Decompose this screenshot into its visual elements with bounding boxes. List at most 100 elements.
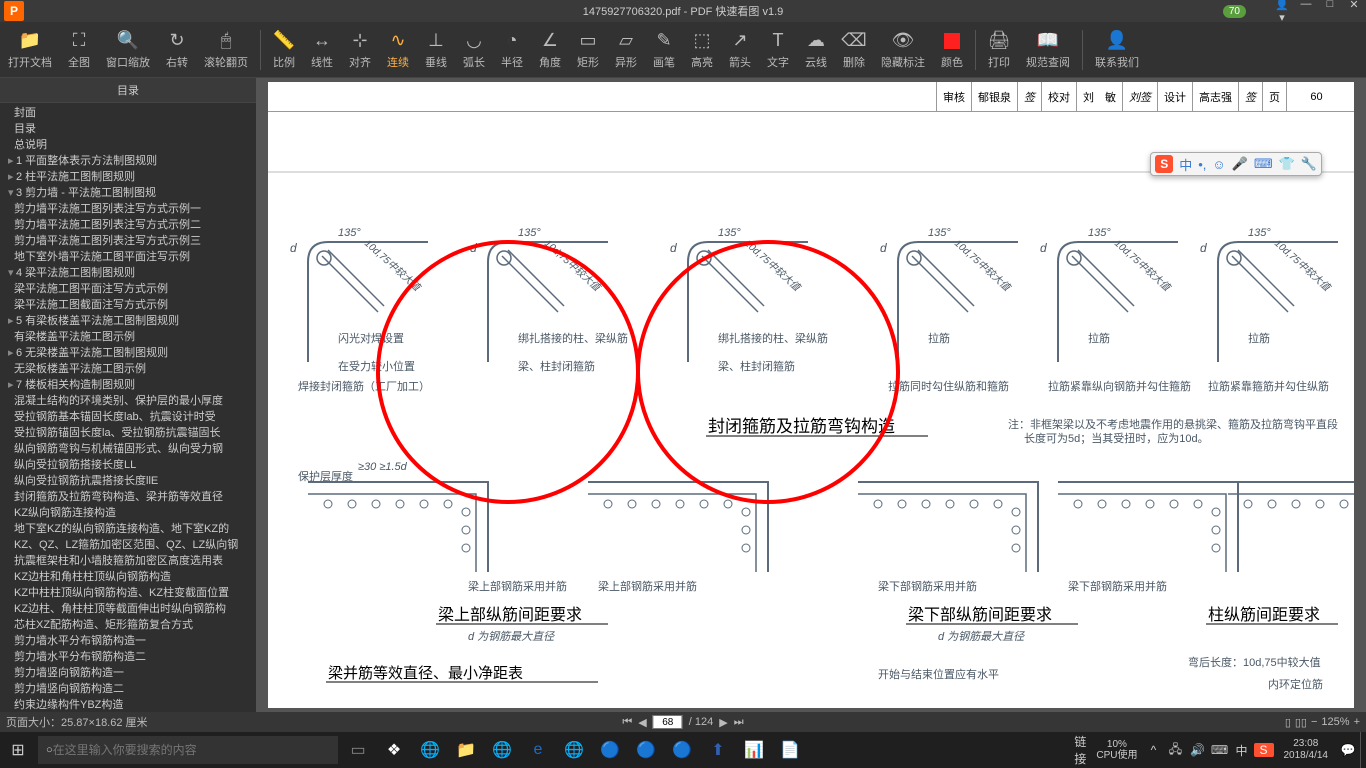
taskbar-app-10[interactable]: ⬆ [700,732,736,768]
page-prev[interactable]: ◀ [638,716,646,729]
tool-云线[interactable]: ☁云线 [797,26,835,74]
toc-item[interactable]: KZ边柱和角柱柱顶纵向钢筋构造 [0,569,256,585]
toc-item[interactable]: 纵向钢筋弯钩与机械锚固形式、纵向受力钢 [0,441,256,457]
user-menu[interactable]: 👤▾ [1274,0,1290,24]
taskbar-app-7[interactable]: 🔵 [592,732,628,768]
tool-颜色[interactable]: 颜色 [933,26,971,74]
tool-隐藏标注[interactable]: 👁隐藏标注 [873,26,933,74]
taskbar-app-4[interactable]: 🌐 [484,732,520,768]
toc-item[interactable]: 约束边缘构件YBZ构造 [0,697,256,712]
toc-item[interactable]: ▸1 平面整体表示方法制图规则 [0,153,256,169]
toc-item[interactable]: 抗震框架柱和小墙肢箍筋加密区高度选用表 [0,553,256,569]
start-button[interactable]: ⊞ [0,732,36,768]
ime-btn-2[interactable]: ☺ [1212,157,1225,172]
tool-角度[interactable]: ∠角度 [531,26,569,74]
tray-ime1-icon[interactable]: 中 [1232,742,1252,759]
toc-item[interactable]: 梁平法施工图截面注写方式示例 [0,297,256,313]
show-desktop[interactable] [1360,732,1366,768]
taskbar-app-2[interactable]: 🌐 [412,732,448,768]
taskbar-app-0[interactable]: ▭ [340,732,376,768]
tool-滚轮翻页[interactable]: 🖱滚轮翻页 [196,26,256,74]
view-single-icon[interactable]: ▯ [1285,716,1291,729]
tool-半径[interactable]: ◔半径 [493,26,531,74]
toc-item[interactable]: 无梁板楼盖平法施工图示例 [0,361,256,377]
tool-文字[interactable]: T文字 [759,26,797,74]
tool-对齐[interactable]: ⊹对齐 [341,26,379,74]
tool-全图[interactable]: ⛶全图 [60,26,98,74]
toc-item[interactable]: 剪力墙水平分布钢筋构造二 [0,649,256,665]
tool-删除[interactable]: ⌫删除 [835,26,873,74]
taskbar-app-1[interactable]: ❖ [376,732,412,768]
page-last[interactable]: ⏭ [734,716,744,729]
tb-link[interactable]: 链接 [1070,733,1090,767]
tb-cpu[interactable]: 10% CPU使用 [1092,739,1141,761]
tool-窗口缩放[interactable]: 🔍窗口缩放 [98,26,158,74]
toc-item[interactable]: 总说明 [0,137,256,153]
zoom-in[interactable]: + [1354,716,1360,728]
tool-箭头[interactable]: ↗箭头 [721,26,759,74]
page-input[interactable] [653,715,683,729]
toc-item[interactable]: ▸5 有梁板楼盖平法施工图制图规则 [0,313,256,329]
tray-kb-icon[interactable]: ⌨ [1210,743,1230,757]
zoom-out[interactable]: − [1311,716,1317,728]
toc-item[interactable]: 封闭箍筋及拉筋弯钩构造、梁并筋等效直径 [0,489,256,505]
taskbar-app-3[interactable]: 📁 [448,732,484,768]
toc-item[interactable]: 受拉钢筋锚固长度la、受拉钢筋抗震锚固长 [0,425,256,441]
toc-item[interactable]: KZ边柱、角柱柱顶等截面伸出时纵向钢筋构 [0,601,256,617]
taskbar-app-9[interactable]: 🔵 [664,732,700,768]
toc-item[interactable]: 剪力墙平法施工图列表注写方式示例二 [0,217,256,233]
page-first[interactable]: ⏮ [622,716,632,729]
toc-item[interactable]: ▾3 剪力墙 - 平法施工图制图规 [0,185,256,201]
ime-btn-3[interactable]: 🎤 [1232,156,1248,172]
tray-sogou-icon[interactable]: S [1254,743,1274,757]
toc-item[interactable]: 剪力墙平法施工图列表注写方式示例三 [0,233,256,249]
toc-item[interactable]: 地下室KZ的纵向钢筋连接构造、地下室KZ的 [0,521,256,537]
toc-item[interactable]: 剪力墙水平分布钢筋构造一 [0,633,256,649]
toc-item[interactable]: ▾4 梁平法施工图制图规则 [0,265,256,281]
ime-btn-4[interactable]: ⌨ [1254,156,1273,172]
tool-打开文档[interactable]: 📁打开文档 [0,26,60,74]
tool-比例[interactable]: 📏比例 [265,26,303,74]
ime-btn-0[interactable]: 中 [1179,155,1192,174]
toc-item[interactable]: 封面 [0,105,256,121]
taskbar-clock[interactable]: 23:08 2018/4/14 [1276,738,1337,762]
toc-item[interactable]: 剪力墙竖向钢筋构造二 [0,681,256,697]
taskbar-app-6[interactable]: 🌐 [556,732,592,768]
close-button[interactable]: ✕ [1346,0,1362,24]
tool-高亮[interactable]: ⬚高亮 [683,26,721,74]
taskbar-app-8[interactable]: 🔵 [628,732,664,768]
taskbar-app-5[interactable]: e [520,732,556,768]
taskbar-app-12[interactable]: 📄 [772,732,808,768]
toc-item[interactable]: 受拉钢筋基本锚固长度lab、抗震设计时受 [0,409,256,425]
toc-item[interactable]: 芯柱XZ配筋构造、矩形箍筋复合方式 [0,617,256,633]
ime-btn-1[interactable]: •, [1198,157,1206,172]
toc-item[interactable]: 剪力墙平法施工图列表注写方式示例一 [0,201,256,217]
tool-打印[interactable]: 🖨打印 [980,26,1018,74]
toc-item[interactable]: 地下室外墙平法施工图平面注写示例 [0,249,256,265]
toc-item[interactable]: ▸6 无梁楼盖平法施工图制图规则 [0,345,256,361]
toc-item[interactable]: 梁平法施工图平面注写方式示例 [0,281,256,297]
tool-右转[interactable]: ↻右转 [158,26,196,74]
toc-item[interactable]: 纵向受拉钢筋搭接长度LL [0,457,256,473]
tray-up-icon[interactable]: ^ [1144,743,1164,757]
toc-item[interactable]: ▸7 楼板相关构造制图规则 [0,377,256,393]
view-double-icon[interactable]: ▯▯ [1295,716,1307,729]
tray-notif-icon[interactable]: 💬 [1338,743,1358,757]
tray-net-icon[interactable]: 🖧 [1166,740,1186,761]
tray-vol-icon[interactable]: 🔊 [1188,743,1208,757]
tool-规范查阅[interactable]: 📖规范查阅 [1018,26,1078,74]
toc-item[interactable]: KZ中柱柱顶纵向钢筋构造、KZ柱变截面位置 [0,585,256,601]
toc-item[interactable]: 剪力墙竖向钢筋构造一 [0,665,256,681]
taskbar-search[interactable]: ○ [38,736,338,764]
minimize-button[interactable]: — [1298,0,1314,24]
maximize-button[interactable]: □ [1322,0,1338,24]
toc-item[interactable]: 纵向受拉钢筋抗震搭接长度llE [0,473,256,489]
tool-画笔[interactable]: ✎画笔 [645,26,683,74]
toc-item[interactable]: ▸2 柱平法施工图制图规则 [0,169,256,185]
tool-弧长[interactable]: ◡弧长 [455,26,493,74]
ime-btn-6[interactable]: 🔧 [1301,156,1317,172]
tool-连续[interactable]: ∿连续 [379,26,417,74]
tool-联系我们[interactable]: 👤联系我们 [1087,26,1147,74]
ime-toolbar[interactable]: S 中 •, ☺ 🎤 ⌨ 👕 🔧 [1150,152,1322,176]
tool-垂线[interactable]: ⊥垂线 [417,26,455,74]
